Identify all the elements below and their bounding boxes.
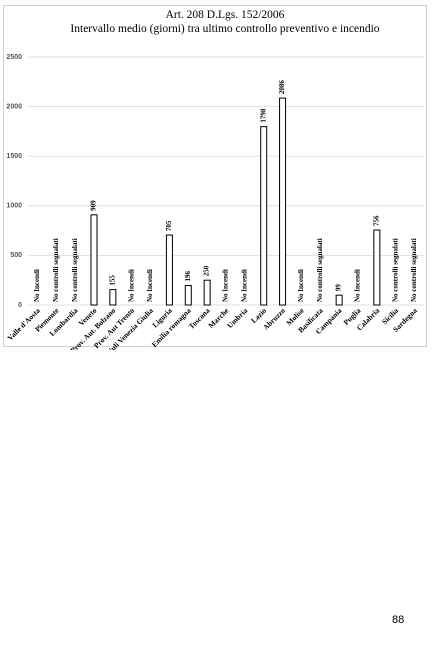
data-label: 756 [372,215,380,226]
data-label: No controlli segnalati [52,238,60,302]
data-label: 155 [108,275,116,286]
data-label: No controlli segnalati [316,238,324,302]
data-label: No Incendi [146,269,154,302]
data-label: No controlli segnalati [71,238,79,302]
data-label: 705 [165,220,173,231]
data-label: No Incendi [354,269,362,302]
y-tick-label: 500 [10,252,22,259]
data-label: No Incendi [127,269,135,302]
page-number: 88 [392,614,405,626]
bar [184,285,192,306]
bar [373,229,381,306]
y-tick-label: 2000 [6,103,22,110]
data-label: No Incendi [222,269,230,302]
data-label: No Incendi [240,269,248,302]
data-label: 99 [335,284,343,292]
chart-frame [3,5,427,347]
y-tick-label: 2500 [6,54,22,61]
x-tick-label: Umbria [225,306,249,330]
y-tick-label: 1000 [6,203,22,210]
data-label: No controlli segnalati [410,238,418,302]
data-label: 196 [184,271,192,282]
data-label: 250 [203,265,211,276]
data-label: 2086 [278,80,286,95]
bar [203,279,211,306]
y-tick-label: 0 [18,302,22,309]
data-label: 909 [90,200,98,211]
chart-subtitle: Intervallo medio (giorni) tra ultimo con… [70,23,380,35]
data-label: No Incendi [33,269,41,302]
y-tick-label: 1500 [6,153,22,160]
data-label: No controlli segnalati [391,238,399,302]
data-label: 1798 [259,108,267,123]
chart-title-block: Art. 208 D.Lgs. 152/2006 Intervallo medi… [60,8,390,36]
bar [279,97,287,306]
bar [90,214,98,306]
bar [335,294,343,306]
bar [109,289,117,306]
bar [260,126,268,306]
chart-title: Art. 208 D.Lgs. 152/2006 [165,9,285,21]
x-tick-label: Toscana [187,306,212,331]
bar [165,234,173,306]
data-label: No Incendi [297,269,305,302]
